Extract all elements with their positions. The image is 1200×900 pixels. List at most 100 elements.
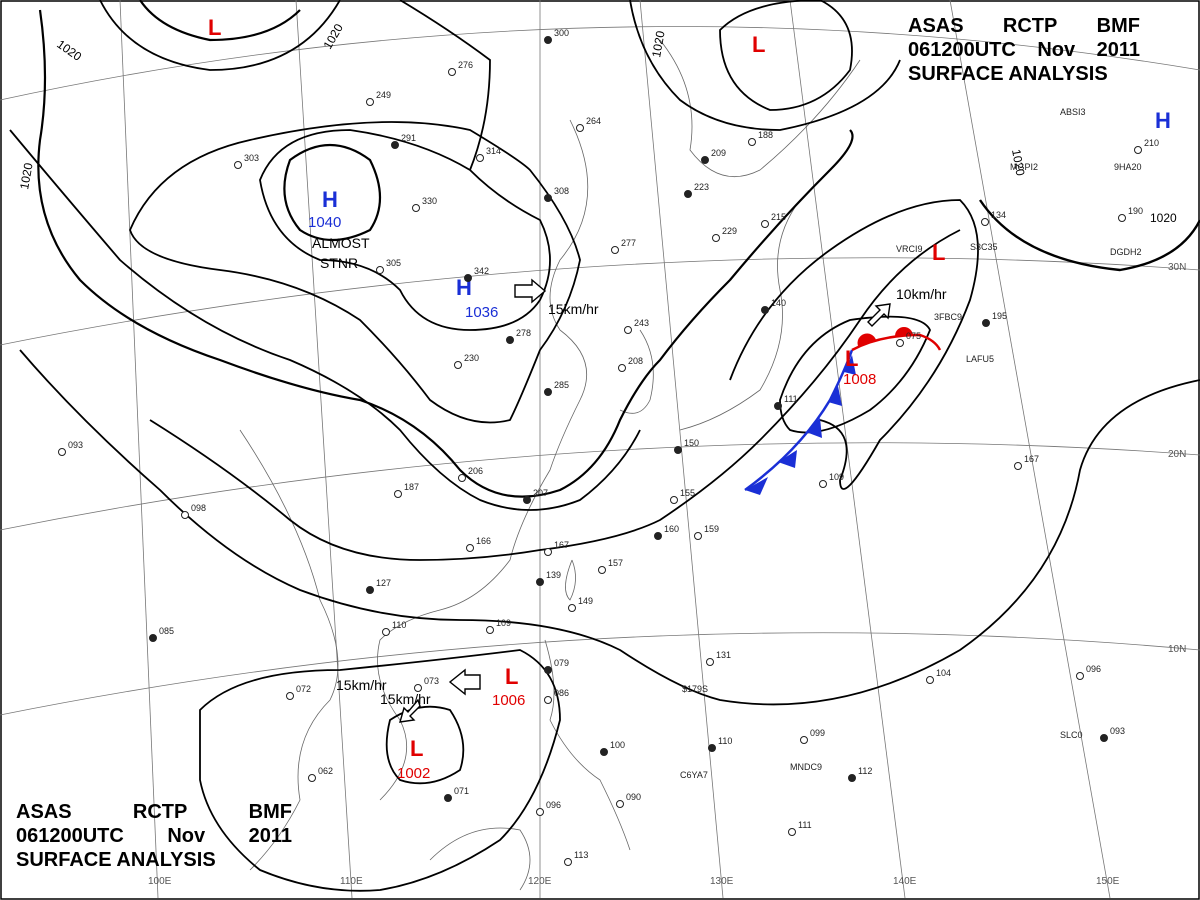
- station-circle: [366, 98, 374, 106]
- station-circle: [694, 532, 702, 540]
- station-pressure: 303: [244, 153, 259, 163]
- station-circle: [748, 138, 756, 146]
- meridian-100e: [119, 0, 159, 899]
- longitude-label: 150E: [1096, 876, 1120, 887]
- station-pressure: 109: [496, 618, 511, 628]
- station-plot: 079: [544, 658, 569, 674]
- warm-front-bump: [895, 327, 913, 336]
- station-plot: 291: [391, 133, 416, 149]
- station-plot: 167: [1014, 454, 1039, 470]
- station-plot: 062: [308, 766, 333, 782]
- station-plot: 243: [624, 318, 649, 334]
- station-pressure: 159: [704, 524, 719, 534]
- title-code: BMF: [1096, 15, 1140, 37]
- station-circle: [394, 490, 402, 498]
- station-plot: 195: [982, 311, 1007, 327]
- station-pressure: 188: [758, 130, 773, 140]
- coast-indochina: [239, 429, 339, 871]
- station-circle: [444, 794, 452, 802]
- station-circle: [701, 156, 709, 164]
- station-circle: [611, 246, 619, 254]
- station-plot: 139: [536, 570, 561, 586]
- station-circle: [1100, 734, 1108, 742]
- station-plot: 075: [896, 331, 921, 347]
- station-pressure: 140: [771, 298, 786, 308]
- ship-callsign: SLC0: [1060, 730, 1083, 740]
- isobar-north-1: [9, 129, 641, 511]
- station-plot: 131: [706, 650, 731, 666]
- isobar-south-low: [199, 649, 561, 892]
- longitude-label: 100E: [148, 876, 172, 887]
- station-plot: 071: [444, 786, 469, 802]
- station-circle: [684, 190, 692, 198]
- isobar-north-2: [149, 229, 961, 561]
- isobar-low-inner: [385, 705, 465, 785]
- station-circle: [308, 774, 316, 782]
- ship-callsign: DGDH2: [1110, 247, 1142, 257]
- isobar-north-right: [629, 0, 901, 131]
- ship-callsign: ABSI3: [1060, 107, 1086, 117]
- station-pressure: 113: [574, 850, 588, 860]
- station-plot: 111: [788, 820, 812, 836]
- motion-arrow: [399, 698, 421, 723]
- station-plot: 330: [412, 196, 437, 212]
- title-line-2: 061200UTC Nov 2011: [16, 824, 292, 848]
- cold-front-barb: [844, 355, 856, 375]
- station-plot: 150: [674, 438, 699, 454]
- station-plot: 300: [544, 28, 569, 44]
- station-pressure: 098: [191, 503, 206, 513]
- station-circle: [464, 274, 472, 282]
- station-pressure: 111: [798, 820, 812, 830]
- station-pressure: 276: [458, 60, 473, 70]
- latitude-label: 10N: [1168, 644, 1186, 655]
- isobar-label: 1020: [1150, 211, 1177, 225]
- station-plot: 278: [506, 328, 531, 344]
- ship-callsign: S3C35: [970, 242, 998, 252]
- station-plots: 300 276 249 291 314 264 308 330 303 342 305 277 223 2…: [58, 28, 1159, 866]
- station-circle: [706, 658, 714, 666]
- station-plot: 229: [712, 226, 737, 242]
- station-circle: [458, 474, 466, 482]
- station-pressure: 210: [1144, 138, 1159, 148]
- station-plot: 111: [774, 394, 798, 410]
- cold-front-barb: [745, 477, 768, 495]
- isobar-northeast: [979, 199, 1200, 272]
- high-center-value: 1040: [308, 214, 341, 231]
- station-plot: 308: [544, 186, 569, 202]
- station-plot: 086: [544, 688, 569, 704]
- station-plot: 285: [544, 380, 569, 396]
- station-pressure: 277: [621, 238, 636, 248]
- low-center-letter: L: [505, 664, 518, 689]
- cold-front-barb: [828, 386, 842, 406]
- station-plot: 098: [181, 503, 206, 519]
- station-pressure: 278: [516, 328, 531, 338]
- title-time: 061200UTC: [16, 825, 124, 847]
- meridian-150e: [949, 0, 1111, 899]
- isobar-label: 1020: [649, 29, 667, 58]
- station-pressure: 167: [554, 540, 569, 550]
- title-code: BMF: [248, 801, 292, 823]
- station-pressure: 086: [554, 688, 569, 698]
- station-circle: [544, 36, 552, 44]
- station-pressure: 096: [546, 800, 561, 810]
- station-pressure: 166: [476, 536, 491, 546]
- station-pressure: 093: [1110, 726, 1125, 736]
- ship-callsign: C6YA7: [680, 770, 708, 780]
- station-plot: 112: [848, 766, 872, 782]
- station-pressure: 096: [1086, 664, 1101, 674]
- low-center-letter: L: [410, 736, 423, 761]
- motion-arrows: [399, 278, 891, 723]
- station-circle: [476, 154, 484, 162]
- station-pressure: 127: [376, 578, 391, 588]
- isobar-label: 1020: [1009, 148, 1027, 177]
- station-plot: 167: [544, 540, 569, 556]
- low-center-letter: L: [932, 240, 945, 265]
- station-plot: 104: [926, 668, 951, 684]
- station-plot: 072: [286, 684, 311, 700]
- station-plot: 276: [448, 60, 473, 76]
- ship-callsign: 9HA20: [1114, 162, 1142, 172]
- station-pressure: 131: [716, 650, 731, 660]
- station-pressure: 285: [554, 380, 569, 390]
- station-circle: [181, 511, 189, 519]
- station-pressure: 109: [829, 472, 844, 482]
